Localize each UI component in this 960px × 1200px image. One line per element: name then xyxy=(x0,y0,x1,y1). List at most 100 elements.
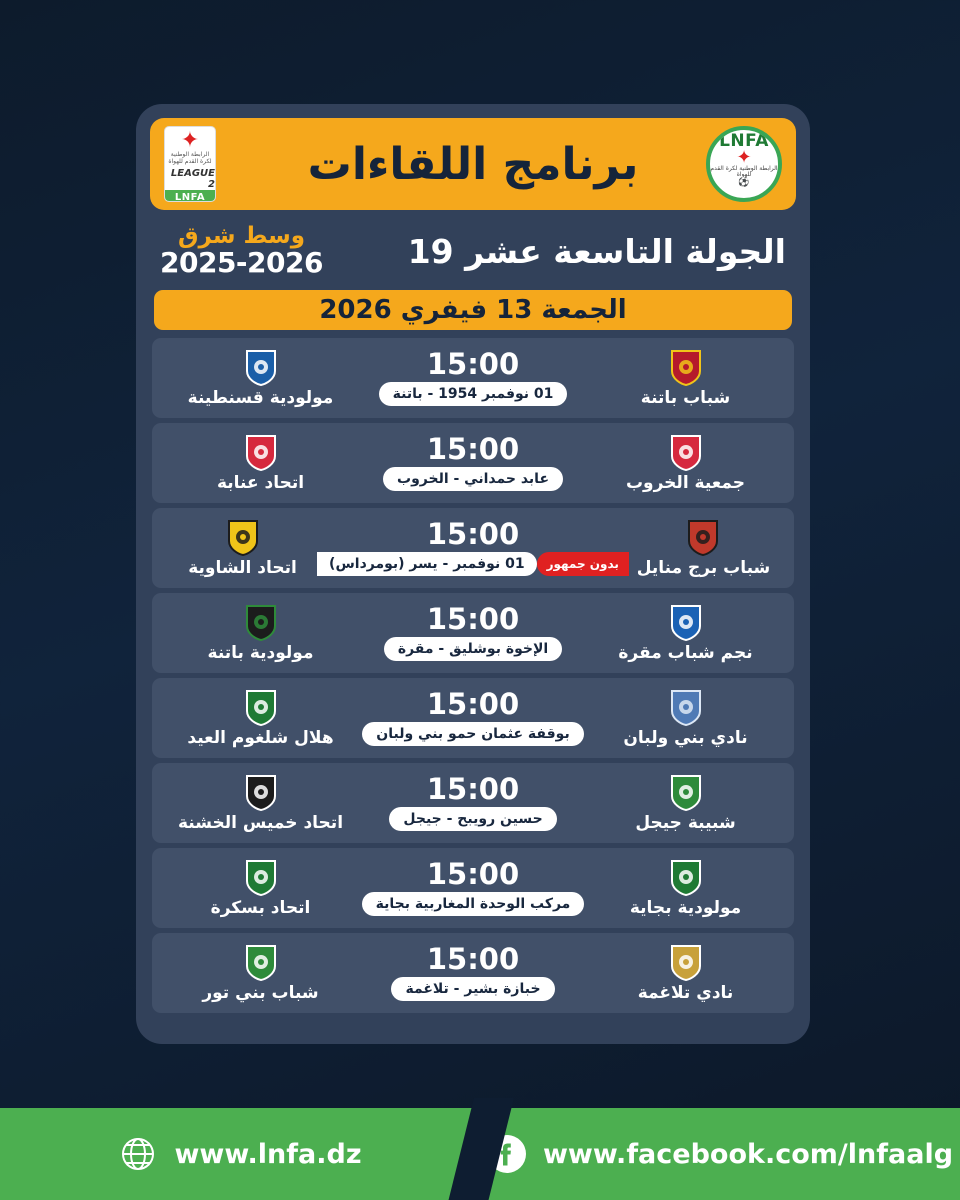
csb-batna-crest-icon xyxy=(669,348,703,386)
us-chaouia-crest-icon xyxy=(226,518,260,556)
match-list: شباب باتنة 15:00 01 نوفمبر 1954 - باتنة مول… xyxy=(150,337,796,1013)
season-label: 2025-2026 xyxy=(160,246,323,280)
footer-facebook[interactable]: www.facebook.com/lnfaalg xyxy=(480,1134,960,1174)
venue-wrap: خبازة بشير - تلاغمة xyxy=(391,977,555,1002)
away-team-cell: اتحاد الشاوية xyxy=(168,518,317,578)
match-row: شباب باتنة 15:00 01 نوفمبر 1954 - باتنة مول… xyxy=(152,337,794,418)
home-team-name: شباب برج منايل xyxy=(636,557,771,578)
home-team-cell: نادي بني ولبان xyxy=(593,688,778,748)
date-banner: الجمعة 13 فيفري 2026 xyxy=(154,289,792,330)
league2-arabic-sub: الرابطة الوطنية لكرة القدم للهواة xyxy=(168,151,212,165)
league2-badge-icon: ✦ الرابطة الوطنية لكرة القدم للهواة LEAG… xyxy=(164,126,216,202)
mo-bejaia-crest-icon xyxy=(669,858,703,896)
season-block: وسط شرق 2025-2026 xyxy=(160,224,323,278)
away-team-cell: هلال شلغوم العيد xyxy=(168,688,353,748)
match-row: نادي بني ولبان 15:00 بوقفة عثمان حمو بني و… xyxy=(152,677,794,758)
hbcl-chelghoum-laid-crest-icon xyxy=(244,688,278,726)
moc-constantine-crest-icon xyxy=(244,348,278,386)
home-team-cell: مولودية بجاية xyxy=(593,858,778,918)
match-row: شباب برج منايل 15:00 بدون جمهور 01 نوفمبر -… xyxy=(152,507,794,588)
away-team-name: اتحاد خميس الخشنة xyxy=(177,812,344,833)
region-label: وسط شرق xyxy=(177,223,306,249)
match-row: شبيبة جيجل 15:00 حسين رويبح - جيجل اتحاد خم… xyxy=(152,762,794,843)
match-row: نجم شباب مقرة 15:00 الإخوة بوشليق - مقرة مو… xyxy=(152,592,794,673)
no-audience-badge: بدون جمهور xyxy=(536,552,629,577)
venue-pill: حسين رويبح - جيجل xyxy=(389,807,557,832)
away-team-cell: اتحاد بسكرة xyxy=(168,858,353,918)
league2-flame-icon: ✦ xyxy=(180,128,200,153)
us-khemis-el-khechna-crest-icon xyxy=(244,773,278,811)
venue-wrap: عابد حمداني - الخروب xyxy=(383,467,564,492)
kickoff-time: 15:00 xyxy=(426,347,520,382)
lnfa-arabic-sub: الرابطة الوطنية لكرة القدم للهواة xyxy=(710,165,778,178)
page-title: برنامج اللقاءات xyxy=(307,138,640,190)
match-center-cell: 15:00 01 نوفمبر 1954 - باتنة xyxy=(353,347,593,407)
sub-header: الجولة التاسعة عشر 19 وسط شرق 2025-2026 xyxy=(150,210,796,284)
away-team-cell: شباب بني تور xyxy=(168,943,353,1003)
away-team-name: اتحاد الشاوية xyxy=(188,557,297,578)
mspb-batna-crest-icon xyxy=(244,603,278,641)
lnfa-flame-icon: ✦ xyxy=(736,147,752,168)
crb-beni-thour-crest-icon xyxy=(244,943,278,981)
venue-pill: خبازة بشير - تلاغمة xyxy=(391,977,555,1002)
away-team-name: مولودية قسنطينة xyxy=(187,387,334,408)
kickoff-time: 15:00 xyxy=(426,857,520,892)
kickoff-time: 15:00 xyxy=(426,517,520,552)
venue-wrap: الإخوة بوشليق - مقرة xyxy=(383,637,563,662)
venue-pill: مركب الوحدة المغاربية بجاية xyxy=(361,892,585,917)
venue-wrap: 01 نوفمبر 1954 - باتنة xyxy=(378,382,568,407)
header-bar: LNFA ✦ الرابطة الوطنية لكرة القدم للهواة… xyxy=(150,118,796,210)
home-team-name: مولودية بجاية xyxy=(629,897,742,918)
match-row: مولودية بجاية 15:00 مركب الوحدة المغاربية … xyxy=(152,847,794,928)
home-team-name: جمعية الخروب xyxy=(625,472,746,493)
league2-word: LEAGUE xyxy=(170,168,215,179)
kickoff-time: 15:00 xyxy=(426,602,520,637)
footer-website[interactable]: www.lnfa.dz xyxy=(0,1134,480,1174)
round-title: الجولة التاسعة عشر 19 xyxy=(407,232,786,271)
home-team-cell: شباب باتنة xyxy=(593,348,778,408)
home-team-name: شبيبة جيجل xyxy=(635,812,736,833)
home-team-cell: شبيبة جيجل xyxy=(593,773,778,833)
jsbm-bordj-menaiel-crest-icon xyxy=(686,518,720,556)
match-center-cell: 15:00 بوقفة عثمان حمو بني ولبان xyxy=(353,689,593,747)
home-team-cell: نجم شباب مقرة xyxy=(593,603,778,663)
lnfa-acronym: LNFA xyxy=(719,131,769,151)
league2-number: 2 xyxy=(208,179,215,190)
lnfa-ball-icon: ⚽ xyxy=(738,178,750,188)
home-team-name: نادي تلاغمة xyxy=(637,982,734,1003)
match-row: نادي تلاغمة 15:00 خبازة بشير - تلاغمة شباب … xyxy=(152,932,794,1013)
league2-wordmark: LEAGUE 2 xyxy=(165,168,215,190)
venue-pill: عابد حمداني - الخروب xyxy=(383,467,564,492)
home-team-cell: شباب برج منايل xyxy=(629,518,778,578)
match-center-cell: 15:00 خبازة بشير - تلاغمة xyxy=(353,942,593,1002)
away-team-name: اتحاد عنابة xyxy=(216,472,305,493)
venue-wrap: حسين رويبح - جيجل xyxy=(389,807,557,832)
js-djijel-crest-icon xyxy=(669,773,703,811)
away-team-name: هلال شلغوم العيد xyxy=(187,727,334,748)
away-team-name: شباب بني تور xyxy=(202,982,319,1003)
home-team-cell: جمعية الخروب xyxy=(593,433,778,493)
away-team-name: اتحاد بسكرة xyxy=(210,897,311,918)
kickoff-time: 15:00 xyxy=(426,942,520,977)
away-team-cell: مولودية باتنة xyxy=(168,603,353,663)
venue-wrap: بدون جمهور 01 نوفمبر - يسر (بومرداس) xyxy=(317,552,629,577)
match-center-cell: 15:00 الإخوة بوشليق - مقرة xyxy=(353,602,593,662)
facebook-url: www.facebook.com/lnfaalg xyxy=(542,1138,954,1170)
match-row: جمعية الخروب 15:00 عابد حمداني - الخروب اتح… xyxy=(152,422,794,503)
home-team-name: شباب باتنة xyxy=(640,387,731,408)
poster-card: LNFA ✦ الرابطة الوطنية لكرة القدم للهواة… xyxy=(136,104,810,1044)
away-team-name: مولودية باتنة xyxy=(207,642,314,663)
ct-telaghma-crest-icon xyxy=(669,943,703,981)
globe-icon xyxy=(118,1134,158,1174)
venue-pill: بوقفة عثمان حمو بني ولبان xyxy=(362,722,584,747)
home-team-cell: نادي تلاغمة xyxy=(593,943,778,1003)
away-team-cell: اتحاد خميس الخشنة xyxy=(168,773,353,833)
match-center-cell: 15:00 مركب الوحدة المغاربية بجاية xyxy=(353,857,593,917)
away-team-cell: مولودية قسنطينة xyxy=(168,348,353,408)
away-team-cell: اتحاد عنابة xyxy=(168,433,353,493)
match-center-cell: 15:00 بدون جمهور 01 نوفمبر - يسر (بومرداس) xyxy=(317,517,629,577)
venue-pill: 01 نوفمبر - يسر (بومرداس) xyxy=(317,552,537,577)
lnfa-logo-icon: LNFA ✦ الرابطة الوطنية لكرة القدم للهواة… xyxy=(706,126,782,202)
kickoff-time: 15:00 xyxy=(426,772,520,807)
us-biskra-crest-icon xyxy=(244,858,278,896)
